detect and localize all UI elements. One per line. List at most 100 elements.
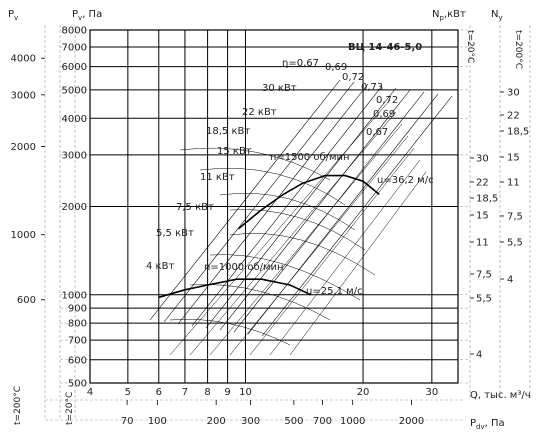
- ny-tick-label: 11: [507, 178, 520, 189]
- motor-power-label: 11 кВт: [200, 172, 235, 183]
- x-tick-label: 10: [239, 387, 252, 398]
- fan-curve: [158, 278, 312, 299]
- t200-left-label: t=200°C: [13, 386, 23, 425]
- efficiency-line: [189, 111, 397, 356]
- y-tick-label: 4000: [62, 114, 87, 125]
- ny-axis-label: Nу​: [491, 9, 503, 22]
- x-tick-label: 20: [357, 387, 370, 398]
- pdv-tick-label: 500: [284, 416, 303, 427]
- y-tick-label: 1000: [62, 290, 87, 301]
- motor-power-label: 15 кВт: [217, 146, 252, 157]
- efficiency-label: 0,69: [325, 62, 347, 73]
- y-tick-label: 5000: [62, 85, 87, 96]
- efficiency-line: [289, 171, 427, 356]
- motor-power-label: 30 кВт: [262, 83, 297, 94]
- efficiency-label: 0,72: [376, 95, 398, 106]
- pv200-tick-label: 600: [17, 295, 36, 306]
- y-tick-label: 900: [68, 304, 87, 315]
- motor-power-arc: [219, 192, 356, 231]
- pv200-tick-label: 2000: [11, 142, 36, 153]
- efficiency-line: [209, 123, 403, 356]
- system-line: [163, 81, 355, 323]
- x-tick-label: 4: [87, 387, 93, 398]
- y-tick-label: 7000: [62, 43, 87, 54]
- ny-tick-label: 7,5: [507, 212, 523, 223]
- pv200-tick-label: 1000: [11, 230, 36, 241]
- pdv-tick-label: 1000: [340, 416, 365, 427]
- grid: [44, 25, 531, 421]
- system-line: [219, 89, 411, 331]
- np-tick-label: 4: [476, 350, 482, 361]
- speed-label: u=36,2 м/с: [377, 175, 434, 186]
- pv-pa-axis-label: Pv​, Па: [72, 9, 102, 22]
- np-tick-label: 30: [476, 154, 489, 165]
- ny-tick-label: 5,5: [507, 238, 523, 249]
- motor-power-arc: [169, 319, 291, 346]
- efficiency-label: η=0,67: [282, 58, 319, 69]
- pv200-tick-label: 4000: [11, 54, 36, 65]
- efficiency-line: [169, 99, 391, 356]
- curves: [149, 79, 453, 356]
- series-label: n=1000 об/мин: [204, 262, 284, 273]
- motor-power-arc: [199, 167, 346, 206]
- labels: ВЦ 14-46-5,0 n=1500 об/мин n=1000 об/мин u=…: [146, 42, 434, 297]
- pv-axis-label: Pv​: [8, 9, 18, 22]
- np-tick-label: 5,5: [476, 294, 492, 305]
- ny-tick-label: 22: [507, 111, 520, 122]
- y-tick-label: 6000: [62, 62, 87, 73]
- efficiency-label: 0,67: [366, 127, 388, 138]
- ny-tick-label: 4: [507, 275, 513, 286]
- pv200-tick-label: 3000: [11, 90, 36, 101]
- ny-tick-label: 30: [507, 88, 520, 99]
- x-tick-label: 8: [204, 387, 210, 398]
- efficiency-label: 0,72: [342, 72, 364, 83]
- system-line: [191, 85, 383, 327]
- series-label: n=1500 об/мин: [270, 152, 350, 163]
- pdv-tick-label: 100: [148, 416, 167, 427]
- motor-power-arc: [229, 233, 376, 276]
- efficiency-line: [229, 135, 409, 356]
- system-line: [149, 79, 341, 321]
- np-axis-label: Nр​,кВт: [432, 9, 466, 22]
- y-tick-label: 600: [68, 355, 87, 366]
- y-tick-label: 500: [68, 379, 87, 390]
- y-tick-label: 2000: [62, 202, 87, 213]
- speed-label: u=25,1 м/с: [306, 286, 363, 297]
- np-tick-label: 11: [476, 238, 489, 249]
- ny-tick-label: 18,5: [507, 127, 529, 138]
- motor-power-label: 22 кВт: [242, 107, 277, 118]
- efficiency-label: 0,73: [361, 82, 383, 93]
- t200-right-label: t=200°C: [513, 30, 523, 69]
- pdv-tick-label: 2000: [399, 416, 424, 427]
- motor-power-arc: [209, 254, 361, 301]
- motor-power-label: 7,5 кВт: [176, 202, 214, 213]
- y-tick-label: 800: [68, 319, 87, 330]
- motor-power-arc: [229, 209, 366, 251]
- pdv-axis-label: Pdv​, Па: [470, 418, 505, 431]
- plot-frame: [89, 29, 459, 384]
- efficiency-line: [249, 147, 415, 356]
- chart-title: ВЦ 14-46-5,0: [348, 42, 422, 53]
- x-tick-label: 7: [182, 387, 188, 398]
- x-tick-label: 9: [224, 387, 230, 398]
- efficiency-label: 0,69: [373, 109, 395, 120]
- axes: 500 600 700 800 900 1000 2000 3000 4000 5000 6000 7…: [8, 9, 531, 431]
- np-tick-label: 18,5: [476, 194, 498, 205]
- pdv-tick-label: 700: [313, 416, 332, 427]
- x-tick-label: 30: [425, 387, 438, 398]
- motor-power-label: 18,5 кВт: [206, 126, 250, 137]
- motor-power-label: 4 кВт: [146, 261, 174, 272]
- system-line: [261, 95, 453, 337]
- t20-right-label: t=20°C: [465, 30, 475, 63]
- x-tick-label: 6: [156, 387, 162, 398]
- pdv-tick-label: 200: [207, 416, 226, 427]
- np-tick-label: 15: [476, 211, 489, 222]
- x-tick-label: 5: [125, 387, 131, 398]
- motor-power-arc: [179, 147, 331, 181]
- y-tick-label: 8000: [62, 26, 87, 37]
- motor-power-label: 5,5 кВт: [156, 228, 194, 239]
- ny-tick-label: 15: [507, 153, 520, 164]
- fan-curve: [237, 174, 380, 230]
- y-tick-label: 3000: [62, 150, 87, 161]
